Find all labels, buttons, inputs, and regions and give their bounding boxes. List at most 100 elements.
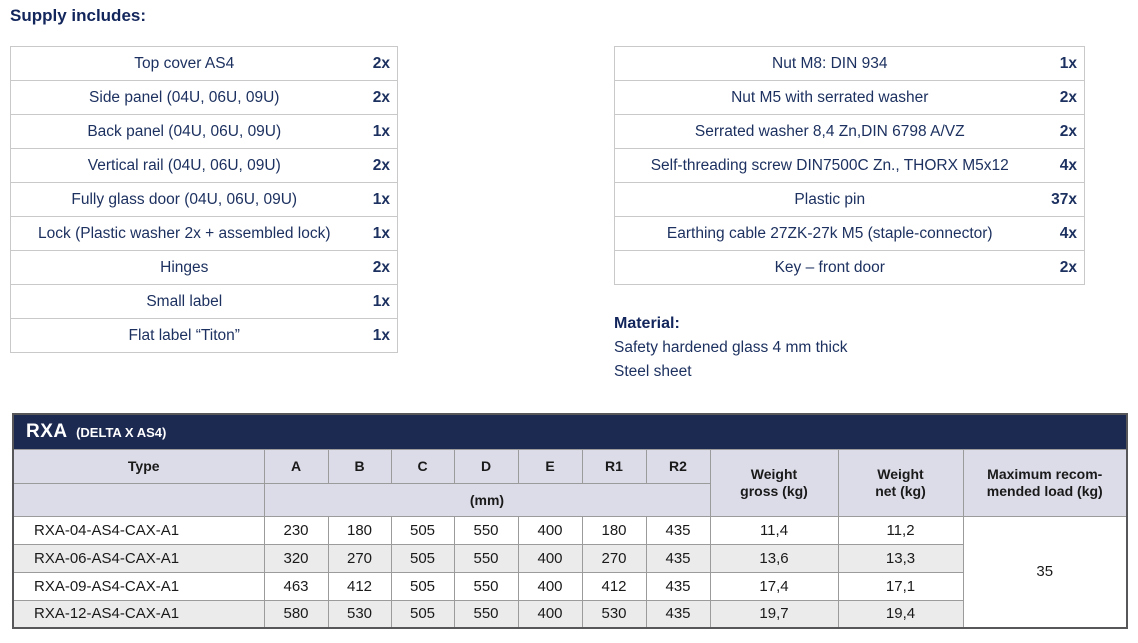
table-row: Top cover AS4 2x <box>10 46 398 81</box>
supply-item-qty: 37x <box>1044 182 1085 217</box>
cell-weight-gross: 13,6 <box>709 543 839 573</box>
supply-item-qty: 2x <box>357 46 398 81</box>
col-header-r2: R2 <box>645 448 711 484</box>
cell-r1: 530 <box>581 599 647 629</box>
table-row: RXA-09-AS4-CAX-A1 463 412 505 550 400 41… <box>12 571 1127 601</box>
col-header-e: E <box>517 448 583 484</box>
cell-e: 400 <box>517 599 583 629</box>
cell-type: RXA-04-AS4-CAX-A1 <box>12 515 265 545</box>
spec-brand-suffix: (DELTA X AS4) <box>76 424 167 440</box>
col-header-a: A <box>263 448 329 484</box>
spec-table: RXA (DELTA X AS4) Type A B C D E R1 R2 W… <box>12 413 1129 629</box>
supply-item-label: Small label <box>10 284 358 319</box>
supply-item-qty: 2x <box>1044 80 1085 115</box>
supply-table-left: Top cover AS4 2x Side panel (04U, 06U, 0… <box>10 46 398 353</box>
supply-item-qty: 1x <box>1044 46 1085 81</box>
cell-d: 550 <box>453 543 519 573</box>
table-row: Nut M8: DIN 934 1x <box>614 46 1085 81</box>
supply-item-qty: 1x <box>357 114 398 149</box>
material-section: Material: Safety hardened glass 4 mm thi… <box>614 312 847 384</box>
page-title: Supply includes: <box>10 6 147 25</box>
cell-b: 270 <box>327 543 392 573</box>
cell-a: 463 <box>263 571 329 601</box>
col-header-weight-net: Weight net (kg) <box>837 448 964 517</box>
spec-brand: RXA <box>26 420 68 442</box>
table-row: Plastic pin 37x <box>614 182 1085 217</box>
col-header-c: C <box>390 448 455 484</box>
supply-item-label: Serrated washer 8,4 Zn,DIN 6798 A/VZ <box>614 114 1045 149</box>
supply-item-qty: 1x <box>357 182 398 217</box>
cell-d: 550 <box>453 599 519 629</box>
table-row: Serrated washer 8,4 Zn,DIN 6798 A/VZ 2x <box>614 114 1085 149</box>
spec-header-row: Type A B C D E R1 R2 Weight gross (kg) W… <box>12 448 1128 517</box>
table-row: Back panel (04U, 06U, 09U) 1x <box>10 114 398 149</box>
supply-item-label: Self-threading screw DIN7500C Zn., THORX… <box>614 148 1045 183</box>
cell-type: RXA-06-AS4-CAX-A1 <box>12 543 265 573</box>
supply-item-label: Plastic pin <box>614 182 1045 217</box>
supply-item-qty: 2x <box>357 80 398 115</box>
table-row: Lock (Plastic washer 2x + assembled lock… <box>10 216 398 251</box>
col-header-max-load-line2: mended load (kg) <box>986 482 1103 499</box>
supply-item-qty: 4x <box>1044 216 1085 251</box>
cell-type: RXA-09-AS4-CAX-A1 <box>12 571 265 601</box>
table-row: Self-threading screw DIN7500C Zn., THORX… <box>614 148 1085 183</box>
cell-d: 550 <box>453 515 519 545</box>
table-row: Small label 1x <box>10 284 398 319</box>
cell-c: 505 <box>390 599 455 629</box>
table-row: RXA-04-AS4-CAX-A1 230 180 505 550 400 18… <box>12 515 1128 629</box>
supply-item-qty: 1x <box>357 284 398 319</box>
supply-item-label: Side panel (04U, 06U, 09U) <box>10 80 358 115</box>
cell-e: 400 <box>517 543 583 573</box>
cell-max-load: 35 <box>962 515 1128 629</box>
cell-r2: 435 <box>645 543 711 573</box>
unit-label: (mm) <box>263 482 711 517</box>
cell-r1: 270 <box>581 543 647 573</box>
cell-weight-gross: 17,4 <box>709 571 839 601</box>
cell-a: 580 <box>263 599 329 629</box>
cell-r2: 435 <box>645 515 711 545</box>
col-header-weight-gross: Weight gross (kg) <box>709 448 839 517</box>
supply-table-right: Nut M8: DIN 934 1x Nut M5 with serrated … <box>614 46 1085 285</box>
table-row: Key – front door 2x <box>614 250 1085 285</box>
cell-type: RXA-12-AS4-CAX-A1 <box>12 599 265 629</box>
cell-d: 550 <box>453 571 519 601</box>
table-row: Side panel (04U, 06U, 09U) 2x <box>10 80 398 115</box>
cell-weight-net: 19,4 <box>837 599 964 629</box>
table-row: Vertical rail (04U, 06U, 09U) 2x <box>10 148 398 183</box>
supply-item-qty: 2x <box>357 148 398 183</box>
supply-item-qty: 4x <box>1044 148 1085 183</box>
col-header-type: Type <box>12 448 265 484</box>
cell-a: 320 <box>263 543 329 573</box>
col-header-r1: R1 <box>581 448 647 484</box>
col-header-weight-gross-line1: Weight <box>750 465 798 482</box>
cell-weight-net: 13,3 <box>837 543 964 573</box>
supply-item-qty: 1x <box>357 216 398 251</box>
supply-item-label: Flat label “Titon” <box>10 318 358 353</box>
cell-b: 180 <box>327 515 392 545</box>
cell-r2: 435 <box>645 571 711 601</box>
material-line: Safety hardened glass 4 mm thick <box>614 339 848 356</box>
cell-c: 505 <box>390 571 455 601</box>
col-header-weight-gross-line2: gross (kg) <box>740 482 808 499</box>
cell-b: 530 <box>327 599 392 629</box>
supply-item-label: Key – front door <box>614 250 1045 285</box>
supply-item-label: Vertical rail (04U, 06U, 09U) <box>10 148 358 183</box>
supply-item-label: Nut M5 with serrated washer <box>614 80 1045 115</box>
cell-e: 400 <box>517 515 583 545</box>
supply-item-label: Earthing cable 27ZK-27k M5 (staple-conne… <box>614 216 1045 251</box>
cell-r2: 435 <box>645 599 711 629</box>
table-row: Flat label “Titon” 1x <box>10 318 398 353</box>
supply-item-qty: 2x <box>1044 250 1085 285</box>
cell-b: 412 <box>327 571 392 601</box>
cell-c: 505 <box>390 543 455 573</box>
table-row: Hinges 2x <box>10 250 398 285</box>
col-header-weight-net-line2: net (kg) <box>875 482 926 499</box>
cell-weight-gross: 11,4 <box>709 515 839 545</box>
table-row: Earthing cable 27ZK-27k M5 (staple-conne… <box>614 216 1085 251</box>
cell-r1: 412 <box>581 571 647 601</box>
table-row: Fully glass door (04U, 06U, 09U) 1x <box>10 182 398 217</box>
material-line: Steel sheet <box>614 363 692 380</box>
spec-title-bar: RXA (DELTA X AS4) <box>13 414 1128 449</box>
cell-weight-gross: 19,7 <box>709 599 839 629</box>
